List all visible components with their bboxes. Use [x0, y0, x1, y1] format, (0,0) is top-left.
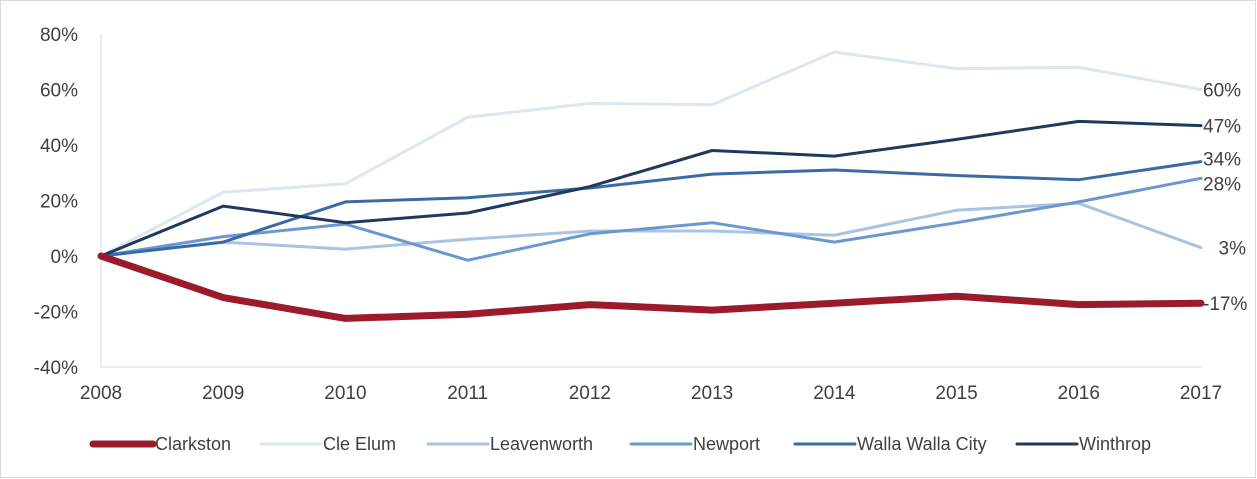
- end-label-newport: 28%: [1203, 174, 1241, 195]
- legend-label-cle-elum: Cle Elum: [323, 434, 396, 454]
- x-tick-label: 2016: [1058, 383, 1100, 404]
- series-line-cle-elum: [99, 50, 1203, 258]
- series-line-leavenworth: [99, 201, 1203, 258]
- y-tick-label: 0%: [51, 247, 79, 268]
- x-tick-label: 2011: [447, 383, 488, 404]
- x-tick-label: 2010: [324, 383, 366, 404]
- end-label-leavenworth: 3%: [1219, 239, 1247, 260]
- end-label-cle-elum: 60%: [1203, 81, 1241, 102]
- series-line-walla-walla-city: [99, 160, 1203, 258]
- legend-label-newport: Newport: [693, 434, 760, 454]
- series-line-winthrop: [99, 119, 1203, 258]
- legend-label-clarkston: Clarkston: [155, 434, 231, 454]
- x-tick-label: 2017: [1180, 383, 1222, 404]
- end-label-clarkston: -17%: [1203, 294, 1247, 315]
- legend-label-winthrop: Winthrop: [1079, 434, 1151, 454]
- series-line-clarkston: [97, 252, 1205, 322]
- y-tick-label: 80%: [40, 25, 78, 46]
- y-tick-label: 60%: [40, 81, 78, 102]
- end-label-walla-walla-city: 34%: [1203, 150, 1241, 171]
- series-line-newport: [99, 176, 1203, 262]
- y-tick-label: -20%: [34, 303, 78, 324]
- x-tick-label: 2008: [80, 383, 122, 404]
- x-tick-label: 2014: [813, 383, 856, 404]
- y-tick-label: -40%: [34, 358, 78, 379]
- legend-label-walla-walla-city: Walla Walla City: [857, 434, 987, 454]
- legend-label-leavenworth: Leavenworth: [490, 434, 593, 454]
- x-tick-label: 2012: [569, 383, 611, 404]
- y-tick-label: 20%: [40, 192, 78, 213]
- x-tick-label: 2009: [202, 383, 244, 404]
- end-label-winthrop: 47%: [1203, 117, 1241, 138]
- y-tick-label: 40%: [40, 136, 78, 157]
- x-tick-label: 2013: [691, 383, 733, 404]
- x-tick-label: 2015: [935, 383, 977, 404]
